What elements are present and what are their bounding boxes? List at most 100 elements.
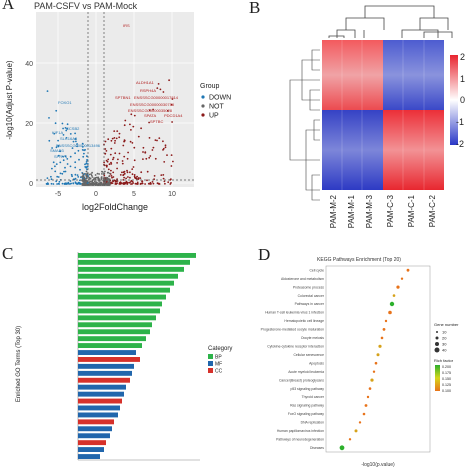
- legend-label: CC: [215, 369, 223, 375]
- legend-label: DOWN: [209, 95, 231, 102]
- volcano-point: [59, 150, 62, 153]
- volcano-point: [57, 176, 60, 178]
- volcano-point: [91, 184, 94, 186]
- pathway-label: Colorectal cancer: [298, 294, 325, 298]
- volcano-point: [130, 113, 133, 116]
- go-bar: [78, 350, 136, 355]
- volcano-point: [110, 163, 113, 165]
- pathway-label: Human papillomavirus infection: [277, 429, 324, 433]
- volcano-point: [108, 172, 111, 175]
- volcano-point: [91, 176, 94, 178]
- volcano-point: [64, 127, 67, 129]
- go-bar: [78, 384, 126, 390]
- volcano-point: [171, 121, 174, 123]
- volcano-point: [107, 184, 109, 186]
- volcano-point: [103, 174, 106, 177]
- legend-label: MF: [215, 362, 222, 368]
- volcano-point: [66, 158, 69, 160]
- volcano-point: [141, 180, 144, 183]
- volcano-point: [170, 165, 173, 167]
- volcano-point: [131, 180, 134, 183]
- volcano-point: [130, 183, 132, 185]
- color-legend-label: 0.125: [442, 383, 451, 387]
- volcano-point: [84, 149, 86, 151]
- pathway-label: Progesterone-mediated oocyte maturation: [261, 328, 324, 332]
- volcano-point: [113, 179, 116, 182]
- volcano-point: [159, 88, 162, 91]
- go-bar: [78, 405, 120, 411]
- volcano-point: [101, 170, 103, 173]
- volcano-point: [163, 180, 166, 183]
- volcano-point: [54, 122, 57, 125]
- volcano-point: [66, 123, 69, 126]
- volcano-point: [81, 178, 84, 181]
- volcano-point: [78, 158, 80, 161]
- column-label: PAM-C-2: [428, 194, 437, 227]
- pathway-dot: [388, 310, 392, 315]
- pathway-label: Thyroid cancer: [302, 395, 325, 399]
- pathway-dot: [392, 294, 396, 297]
- volcano-point: [62, 127, 64, 130]
- pathway-dot: [378, 344, 382, 348]
- volcano-point: [126, 169, 128, 172]
- volcano-point: [73, 178, 76, 181]
- go-bar: [78, 259, 190, 265]
- volcano-point: [105, 150, 108, 152]
- volcano-point: [85, 184, 87, 186]
- pathway-dot: [380, 336, 384, 340]
- volcano-point: [164, 144, 167, 147]
- volcano-point: [85, 177, 88, 180]
- x-axis-label: -log10(p.value): [361, 462, 395, 468]
- volcano-point: [96, 172, 99, 175]
- volcano-point: [129, 140, 132, 143]
- pathway-label: Proteasome process: [293, 285, 324, 289]
- volcano-point: [111, 137, 114, 140]
- volcano-point: [64, 170, 67, 173]
- gene-label: PDCD1A4: [164, 113, 183, 118]
- volcano-point: [121, 160, 124, 162]
- volcano-point: [124, 119, 127, 122]
- pathway-label: Cell cycle: [309, 268, 324, 272]
- gene-label: ENSSSCG00000013496: [56, 143, 101, 148]
- go-bar: [78, 447, 104, 452]
- go-bar: [78, 253, 196, 258]
- volcano-point: [148, 109, 151, 112]
- volcano-point: [70, 182, 72, 185]
- volcano-point: [58, 183, 60, 185]
- size-legend-title: Gene number: [434, 322, 459, 327]
- volcano-point: [61, 172, 64, 175]
- pathway-dot: [358, 421, 362, 424]
- volcano-point: [139, 177, 142, 180]
- volcano-point: [112, 158, 114, 161]
- volcano-point: [123, 124, 126, 127]
- pathway-dot: [376, 353, 380, 357]
- volcano-point: [46, 90, 49, 92]
- volcano-point: [118, 136, 121, 139]
- size-legend-label: 40: [442, 348, 447, 353]
- volcano-point: [107, 171, 110, 174]
- volcano-point: [110, 139, 113, 142]
- volcano-point: [136, 175, 139, 178]
- volcano-point: [105, 183, 108, 186]
- legend-label: BP: [215, 355, 222, 361]
- volcano-point: [108, 180, 111, 183]
- volcano-point: [116, 182, 118, 185]
- go-bar: [78, 301, 162, 307]
- volcano-point: [144, 151, 147, 154]
- column-label: PAM-M-2: [329, 194, 338, 228]
- pathway-label: Acute myeloid leukemia: [288, 370, 324, 374]
- volcano-point: [122, 174, 125, 177]
- volcano-point: [86, 168, 88, 171]
- kegg-title: KEGG Pathways Enrichment (Top 20): [317, 257, 401, 263]
- volcano-point: [55, 146, 58, 149]
- volcano-point: [93, 182, 96, 185]
- volcano-point: [64, 166, 66, 169]
- x-tick-label: 0: [94, 191, 98, 198]
- x-tick-label: 5: [132, 191, 136, 198]
- volcano-point: [170, 154, 173, 157]
- volcano-point: [172, 160, 174, 163]
- volcano-point: [131, 142, 134, 144]
- volcano-point: [111, 176, 113, 179]
- volcano-point: [90, 173, 92, 176]
- pathway-dot: [384, 319, 388, 323]
